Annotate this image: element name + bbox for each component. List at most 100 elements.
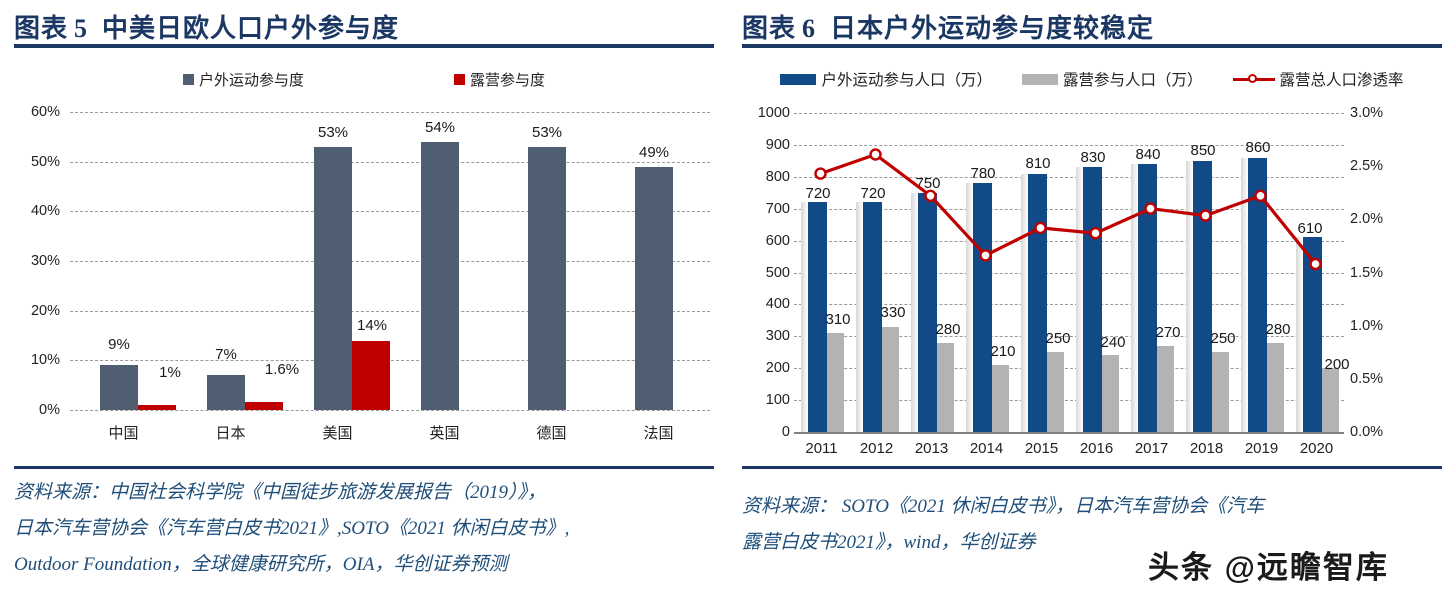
x-axis-tick: 2015 xyxy=(1024,440,1059,457)
bar-value-label: 7% xyxy=(215,346,237,363)
gridline xyxy=(794,176,1344,178)
gridline xyxy=(70,261,710,262)
bar-outdoor-participation xyxy=(528,146,566,410)
legend-item-outdoor-participation: 户外运动参与度 xyxy=(182,69,304,90)
bar-camping-population xyxy=(1212,352,1229,432)
bar-outdoor-participation xyxy=(635,166,673,410)
x-axis-tick: 中国 xyxy=(108,425,139,442)
bar-outdoor-participation xyxy=(100,365,138,410)
bar-value-label: 14% xyxy=(356,317,388,334)
x-axis-tick: 日本 xyxy=(215,425,246,442)
bar-outdoor-population xyxy=(1303,237,1322,432)
figure-6-title-prefix: 图表 xyxy=(742,14,797,43)
x-axis-tick: 2013 xyxy=(914,440,949,457)
bar-value-label: 54% xyxy=(424,119,456,136)
line-marker xyxy=(1034,221,1047,235)
bar-value-label: 280 xyxy=(1265,321,1291,338)
figure-5-title-number: 5 xyxy=(74,14,89,43)
bar-shadow xyxy=(801,202,808,432)
y-axis-left-tick: 600 xyxy=(765,232,790,249)
x-axis-tick: 2016 xyxy=(1079,440,1114,457)
y-axis-tick: 40% xyxy=(30,203,60,220)
bar-camping-population xyxy=(827,333,844,432)
bar-value-label: 860 xyxy=(1245,139,1271,156)
figure-5-title: 图表 5 中美日欧人口户外参与度 xyxy=(14,8,399,44)
bar-camping-population xyxy=(992,365,1009,432)
y-axis-right-tick: 0.0% xyxy=(1350,424,1384,440)
figure-6-plot-area: 720 310 720 330 750 280 xyxy=(794,113,1350,434)
x-axis-tick: 英国 xyxy=(429,425,460,442)
gridline xyxy=(794,336,1344,338)
source-line: Outdoor Foundation，全球健康研究所，OIA，华创证券预测 xyxy=(14,554,508,575)
bar-value-label: 210 xyxy=(990,343,1016,360)
legend-item-camping-population: 露营参与人口（万） xyxy=(1021,68,1203,90)
bar-outdoor-population xyxy=(918,192,937,432)
legend-swatch-square-icon xyxy=(454,73,465,85)
bar-value-label: 53% xyxy=(531,124,563,141)
legend-swatch-bar-icon xyxy=(1021,73,1058,85)
bar-value-label: 840 xyxy=(1135,146,1161,163)
y-axis-left-tick: 1000 xyxy=(757,105,790,121)
y-axis-right-tick: 0.5% xyxy=(1350,370,1384,387)
legend-swatch-square-icon xyxy=(182,73,194,85)
bar-shadow xyxy=(856,202,863,432)
x-axis-tick: 法国 xyxy=(643,425,674,442)
bar-value-label: 250 xyxy=(1210,330,1236,347)
line-marker xyxy=(1144,202,1157,215)
line-marker xyxy=(1089,226,1102,240)
watermark: 头条 @远瞻智库 xyxy=(1148,550,1389,585)
bar-outdoor-population xyxy=(863,202,882,432)
penetration-rate-line xyxy=(814,148,1322,271)
figure-6-legend: 户外运动参与人口（万） 露营参与人口（万） 露营总人口渗透率 xyxy=(742,66,1442,92)
x-axis-tick: 2011 xyxy=(805,440,838,457)
figure-6-title: 图表 6 日本户外运动参与度较稳定 xyxy=(742,8,1154,44)
gridline xyxy=(70,310,710,312)
legend-swatch-line-marker-icon xyxy=(1232,73,1275,85)
y-axis-left-tick: 800 xyxy=(765,168,790,185)
source-line: 资料来源： SOTO《2021 休闲白皮书》，日本汽车营协会《汽车 xyxy=(742,496,1265,517)
bar-value-label: 610 xyxy=(1297,220,1323,237)
figure-5-source-rule xyxy=(14,466,714,469)
bar-value-label: 49% xyxy=(638,144,670,161)
gridline xyxy=(794,240,1344,242)
bar-camping-population xyxy=(1267,342,1284,432)
y-axis-left-tick: 500 xyxy=(765,264,790,281)
y-axis-tick: 30% xyxy=(30,253,60,269)
bar-value-label: 720 xyxy=(805,185,831,202)
line-marker xyxy=(869,148,882,161)
y-axis-tick: 10% xyxy=(30,352,60,369)
y-axis-tick: 50% xyxy=(30,153,60,170)
bar-camping-population xyxy=(1322,368,1339,432)
legend-item-camping-participation: 露营参与度 xyxy=(454,69,545,90)
x-axis-tick: 2017 xyxy=(1134,440,1169,457)
bar-shadow xyxy=(1186,160,1193,432)
gridline xyxy=(794,368,1344,370)
gridline xyxy=(794,208,1344,210)
line-marker xyxy=(979,249,992,262)
legend-label: 露营参与度 xyxy=(470,71,546,89)
figure-6-title-text: 日本户外运动参与度较稳定 xyxy=(830,14,1155,43)
line-marker xyxy=(1254,189,1267,203)
bar-shadow xyxy=(1241,157,1248,432)
y-axis-right-tick: 1.5% xyxy=(1350,264,1384,281)
y-axis-left-tick: 0 xyxy=(781,424,790,440)
x-axis-tick: 美国 xyxy=(322,425,353,442)
bar-shadow xyxy=(911,192,918,432)
gridline xyxy=(794,304,1344,306)
figure-5-plot-area: 9% 1% 7% 1.6% 53% 14% 54% xyxy=(70,112,710,411)
bar-shadow xyxy=(1296,237,1303,432)
gridline xyxy=(794,272,1344,274)
figure-5-title-text: 中美日欧人口户外参与度 xyxy=(102,14,400,43)
figure-5-legend: 户外运动参与度 露营参与度 xyxy=(14,66,714,92)
y-axis-right-tick: 3.0% xyxy=(1350,105,1384,121)
bar-outdoor-population xyxy=(1028,173,1047,432)
bar-outdoor-population xyxy=(1193,160,1212,432)
gridline xyxy=(794,113,1344,114)
y-axis-left-tick: 300 xyxy=(765,328,790,345)
bar-value-label: 240 xyxy=(1100,334,1126,351)
penetration-rate-polyline xyxy=(819,152,1317,266)
legend-label: 露营总人口渗透率 xyxy=(1279,72,1404,89)
bar-camping-participation xyxy=(245,402,283,410)
line-marker xyxy=(924,189,937,203)
